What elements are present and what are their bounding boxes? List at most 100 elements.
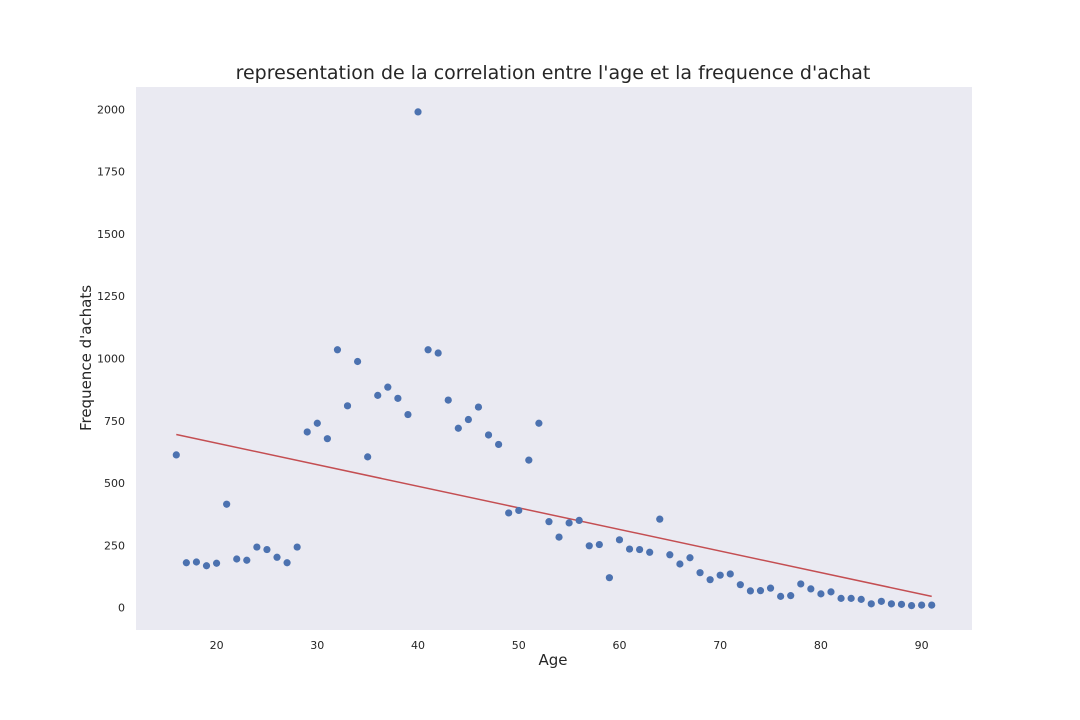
data-point [495,440,503,449]
data-point [928,601,936,609]
data-point [867,600,875,608]
y-axis-label: Frequence d'achats [77,285,95,431]
data-point [515,506,523,515]
data-point [535,419,543,427]
data-point [343,402,352,410]
data-point [333,346,342,354]
data-point [736,581,744,589]
data-point [666,551,674,559]
plot-background [136,87,972,630]
data-point [404,410,412,419]
x-axis-label: Age [538,651,567,669]
data-point [394,394,402,402]
data-point [746,587,755,595]
data-point [424,346,432,354]
data-point [484,431,493,439]
data-point [605,574,613,582]
data-point [877,597,885,605]
data-point [716,571,724,579]
data-point [696,569,704,577]
x-tick-label: 50 [512,639,526,652]
x-tick-label: 20 [210,639,224,652]
y-tick-label: 500 [104,477,125,490]
data-point [313,419,321,427]
y-tick-label: 1750 [97,166,125,179]
data-point [766,584,775,592]
data-point [303,428,311,436]
data-point [525,456,533,464]
data-point [676,560,684,568]
chart-title: representation de la correlation entre l… [236,62,871,84]
data-point [726,570,734,578]
data-point [918,601,926,609]
data-point [353,357,362,366]
data-point [847,594,855,602]
data-point [545,518,553,526]
data-point [505,509,513,517]
data-point [454,424,462,432]
x-tick-labels: 20 30 40 50 60 70 80 90 [210,639,929,652]
data-point [464,415,472,424]
x-tick-label: 80 [814,639,828,652]
data-point [273,553,281,561]
data-point [907,601,916,610]
y-tick-label: 0 [118,602,125,615]
data-point [374,391,382,399]
plot-layer [172,108,936,610]
y-tick-label: 1000 [97,353,125,366]
data-point [182,559,190,567]
data-point [777,592,785,600]
y-tick-label: 250 [104,539,125,552]
y-tick-label: 1500 [97,228,125,241]
data-point [263,545,271,554]
data-point [172,451,180,459]
data-point [364,453,372,461]
x-tick-label: 30 [310,639,324,652]
data-point [656,515,664,523]
data-point [636,545,644,554]
data-point [646,548,654,556]
data-point [444,396,452,404]
data-point [474,403,483,411]
data-point [857,595,865,603]
data-point [595,540,603,549]
data-point [202,562,211,570]
trend-line [176,433,932,598]
data-point [585,542,593,550]
data-point [787,592,795,600]
data-point [827,588,835,596]
data-point [625,545,634,553]
data-point [233,555,241,563]
data-point [243,556,251,564]
data-point [575,516,583,525]
data-point [756,587,765,595]
x-tick-label: 60 [612,639,626,652]
y-tick-label: 1250 [97,290,125,303]
data-point [615,536,624,544]
y-tick-label: 750 [104,415,125,428]
data-point [817,590,825,598]
data-point [837,594,845,602]
x-tick-label: 70 [713,639,727,652]
data-point [807,585,815,593]
y-tick-label: 2000 [97,103,125,116]
data-point [706,576,714,584]
data-point [223,500,231,508]
data-point [555,533,563,541]
data-point [797,580,805,588]
data-point [192,558,201,566]
data-point [283,559,291,567]
x-tick-label: 90 [915,639,929,652]
y-tick-labels: 0 250 500 750 1000 1250 1500 1750 2000 [97,103,125,614]
x-tick-label: 40 [411,639,425,652]
data-point [434,349,442,357]
data-point [414,108,422,116]
data-point [565,519,573,527]
data-point [897,600,906,608]
data-point [293,543,301,551]
data-point [887,600,896,608]
data-point [686,554,694,562]
data-point [212,559,221,567]
data-point [384,383,392,391]
